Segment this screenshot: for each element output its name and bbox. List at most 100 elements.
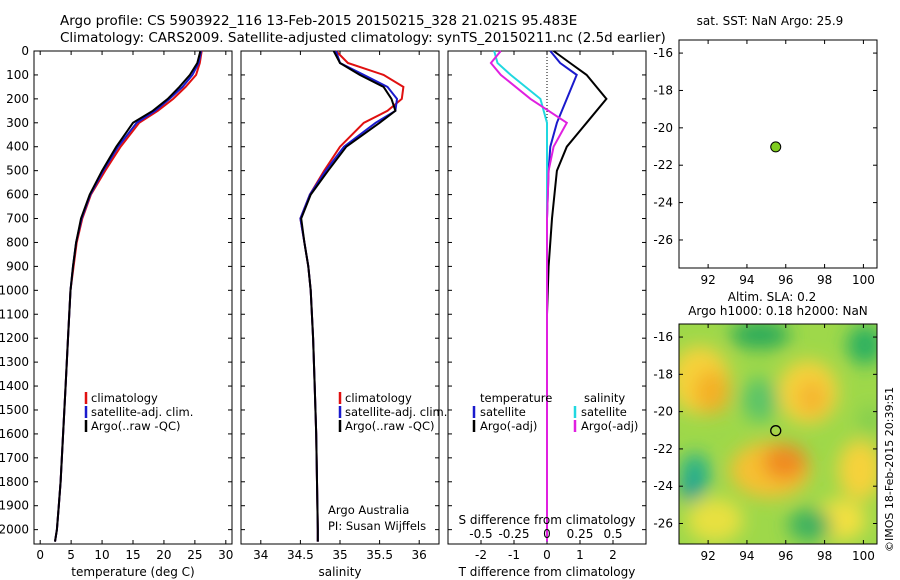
salinity-panel: 34 34.5 35 35.5 36 salinity climatology sate… xyxy=(240,50,447,579)
difference-legend: temperature satellite Argo(-adj) salinit… xyxy=(472,391,638,433)
depth-tick-label: 1800 xyxy=(0,475,29,489)
depth-tick-label: 2000 xyxy=(0,523,29,537)
series-line-argo-raw-qc- xyxy=(54,50,202,542)
lon-tick-label: 98 xyxy=(817,273,832,287)
lat-tick-label: -26 xyxy=(653,233,673,247)
x-tick-label: 2 xyxy=(609,548,617,562)
series-line-satellite-adj-clim- xyxy=(54,50,203,542)
depth-tick-label: 0 xyxy=(21,44,29,58)
legend-argo: Argo(..raw -QC) xyxy=(345,419,435,433)
depth-tick-label: 1500 xyxy=(0,403,29,417)
lat-tick-label: -20 xyxy=(653,121,673,135)
s-diff-tick-label: -0.5 xyxy=(469,527,492,541)
depth-tick-label: 1700 xyxy=(0,451,29,465)
x-tick-label: 0 xyxy=(36,548,44,562)
series-line-salinity-satellite xyxy=(493,50,548,542)
difference-top-label: S difference from climatology xyxy=(459,513,636,527)
temperature-plot-frame xyxy=(33,50,233,545)
depth-tick-label: 1600 xyxy=(0,427,29,441)
depth-tick-label: 500 xyxy=(6,164,29,178)
s-diff-tick-label: 0.25 xyxy=(567,527,594,541)
lat-tick-label: -26 xyxy=(653,516,673,530)
float-position-ring xyxy=(770,425,782,437)
depth-tick-label: 1200 xyxy=(0,331,29,345)
sla-map: Altim. SLA: 0.2 Argo h1000: 0.18 h2000: … xyxy=(653,290,878,563)
x-tick-label: -2 xyxy=(475,548,487,562)
depth-tick-label: 1900 xyxy=(0,499,29,513)
temperature-xlabel: temperature (deg C) xyxy=(71,565,194,579)
salinity-xlabel: salinity xyxy=(318,565,361,579)
series-line-satellite-adj-clim- xyxy=(299,50,399,542)
depth-axis: 0 100 200 300 400 500 600 700 800 900 1000 1100 1200… xyxy=(0,44,29,537)
temperature-panel: 0 5 10 15 20 25 30 temperature (deg C) climato… xyxy=(33,50,233,579)
depth-tick-label: 400 xyxy=(6,140,29,154)
attribution-org: Argo Australia xyxy=(328,503,409,517)
lon-tick-label: 100 xyxy=(852,549,875,563)
depth-tick-label: 1000 xyxy=(0,283,29,297)
legend-s-argo: Argo(-adj) xyxy=(581,419,638,433)
depth-tick-label: 200 xyxy=(6,92,29,106)
sla-heatmap xyxy=(679,324,877,544)
lat-tick-label: -22 xyxy=(653,158,673,172)
series-line-climatology xyxy=(54,50,203,542)
series-line-argo-raw-qc- xyxy=(300,50,397,542)
legend-s-satellite: satellite xyxy=(581,405,627,419)
lat-tick-label: -20 xyxy=(653,405,673,419)
lon-tick-label: 94 xyxy=(739,273,754,287)
x-tick-label: 1 xyxy=(576,548,584,562)
lat-tick-label: -16 xyxy=(653,330,673,344)
lat-tick-label: -18 xyxy=(653,367,673,381)
x-tick-label: 36 xyxy=(412,548,427,562)
x-tick-label: 5 xyxy=(67,548,75,562)
x-tick-label: 15 xyxy=(125,548,140,562)
attribution-pi: PI: Susan Wijffels xyxy=(328,519,426,533)
depth-tick-label: 300 xyxy=(6,116,29,130)
x-tick-label: 0 xyxy=(543,548,551,562)
legend-climatology: climatology xyxy=(91,391,158,405)
legend-salinity-header: salinity xyxy=(584,391,625,405)
legend-argo: Argo(..raw -QC) xyxy=(91,419,181,433)
s-diff-tick-label: -0.25 xyxy=(498,527,529,541)
legend-temperature-header: temperature xyxy=(480,391,552,405)
salinity-diff-ticks: -0.5 -0.25 0 0.25 0.5 xyxy=(469,527,622,541)
lat-tick-label: -24 xyxy=(653,196,673,210)
lon-tick-label: 96 xyxy=(778,273,793,287)
depth-tick-label: 800 xyxy=(6,235,29,249)
sla-map-frame xyxy=(678,323,878,545)
lon-tick-label: 94 xyxy=(739,549,754,563)
series-line-temperature-satellite xyxy=(546,50,578,542)
depth-tick-label: 700 xyxy=(6,212,29,226)
lat-tick-label: -24 xyxy=(653,479,673,493)
x-tick-label: 30 xyxy=(218,548,233,562)
sst-title: sat. SST: NaN Argo: 25.9 xyxy=(697,14,844,28)
lon-tick-label: 92 xyxy=(700,273,715,287)
series-line-salinity-argo-adj- xyxy=(489,50,569,542)
x-tick-label: 20 xyxy=(156,548,171,562)
x-tick-label: 10 xyxy=(94,548,109,562)
depth-tick-label: 1400 xyxy=(0,379,29,393)
x-tick-label: 35 xyxy=(332,548,347,562)
lat-tick-label: -22 xyxy=(653,442,673,456)
float-position-marker xyxy=(770,141,782,153)
s-diff-tick-label: 0.5 xyxy=(603,527,622,541)
lat-tick-label: -18 xyxy=(653,83,673,97)
x-tick-label: 34.5 xyxy=(287,548,314,562)
depth-tick-label: 900 xyxy=(6,259,29,273)
lon-tick-label: 100 xyxy=(852,273,875,287)
legend-t-satellite: satellite xyxy=(480,405,526,419)
depth-tick-label: 100 xyxy=(6,68,29,82)
s-diff-tick-label: 0 xyxy=(543,527,551,541)
lon-tick-label: 96 xyxy=(778,549,793,563)
title-line-2: Climatology: CARS2009. Satellite-adjuste… xyxy=(60,30,666,46)
salinity-plot-frame xyxy=(240,50,440,545)
depth-tick-label: 1300 xyxy=(0,355,29,369)
x-tick-label: -1 xyxy=(508,548,520,562)
lat-tick-label: -16 xyxy=(653,46,673,60)
legend-t-argo: Argo(-adj) xyxy=(480,419,537,433)
lon-tick-label: 92 xyxy=(700,549,715,563)
x-tick-label: 34 xyxy=(253,548,268,562)
imos-timestamp: ©IMOS 18-Feb-2015 20:39:51 xyxy=(883,387,896,552)
legend-climatology: climatology xyxy=(345,391,412,405)
legend-satellite: satellite-adj. clim. xyxy=(91,405,193,419)
